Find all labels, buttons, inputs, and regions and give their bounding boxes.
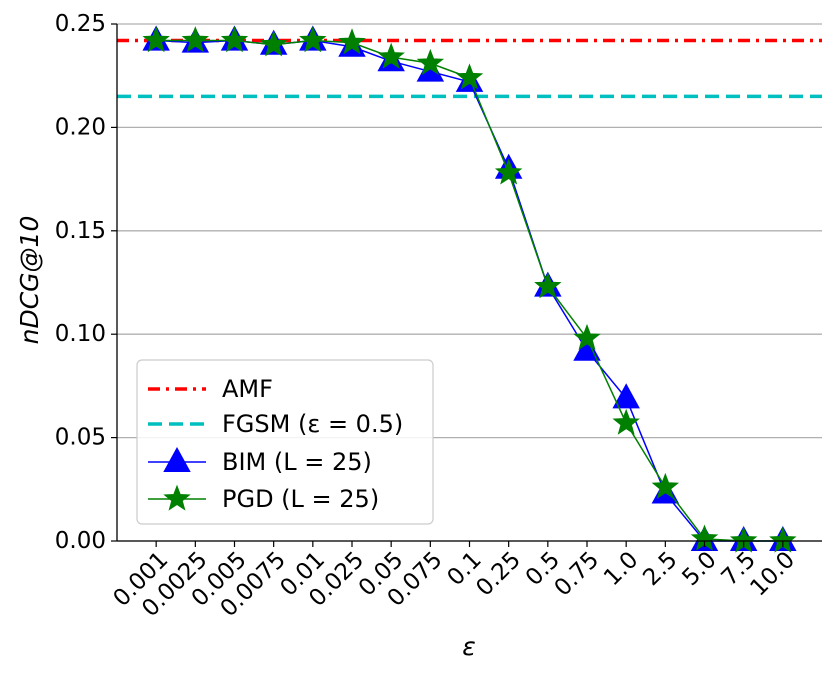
marker-pgd <box>181 26 210 53</box>
marker-pgd <box>338 28 366 55</box>
marker-pgd <box>377 42 405 69</box>
marker-pgd <box>259 30 288 57</box>
marker-pgd <box>651 472 680 499</box>
y-tick-label: 0.05 <box>55 425 106 451</box>
legend-label-amf: AMF <box>222 375 273 403</box>
marker-pgd <box>612 408 640 435</box>
y-axis-label: nDCG@10 <box>15 216 44 345</box>
legend-label-bim: BIM (L = 25) <box>222 448 372 476</box>
legend-samples <box>148 387 206 511</box>
y-tick-label: 0.10 <box>55 321 106 347</box>
marker-bim <box>612 383 640 409</box>
legend-label-pgd: PGD (L = 25) <box>222 485 379 513</box>
y-tick-label: 0.00 <box>55 528 106 554</box>
x-axis-label: ε <box>462 632 476 661</box>
legend: AMF FGSM (ε = 0.5) BIM (L = 25) PGD (L =… <box>136 359 434 525</box>
marker-pgd <box>299 26 327 53</box>
y-tick-label: 0.25 <box>55 11 106 37</box>
marker-pgd <box>455 63 484 90</box>
legend-frame <box>136 359 434 525</box>
marker-pgd <box>494 158 523 185</box>
legend-sample-marker-bim <box>163 446 191 473</box>
y-tick-label: 0.15 <box>55 218 106 244</box>
marker-pgd <box>573 323 601 350</box>
y-tick-label: 0.20 <box>55 114 106 140</box>
marker-pgd <box>142 26 170 53</box>
series-layer <box>142 25 797 553</box>
legend-sample-marker-pgd <box>163 484 191 511</box>
axes-layer <box>111 23 822 547</box>
marker-pgd <box>220 26 249 53</box>
legend-label-fgsm: FGSM (ε = 0.5) <box>222 410 403 438</box>
marker-pgd <box>534 272 562 299</box>
marker-pgd <box>416 48 445 75</box>
